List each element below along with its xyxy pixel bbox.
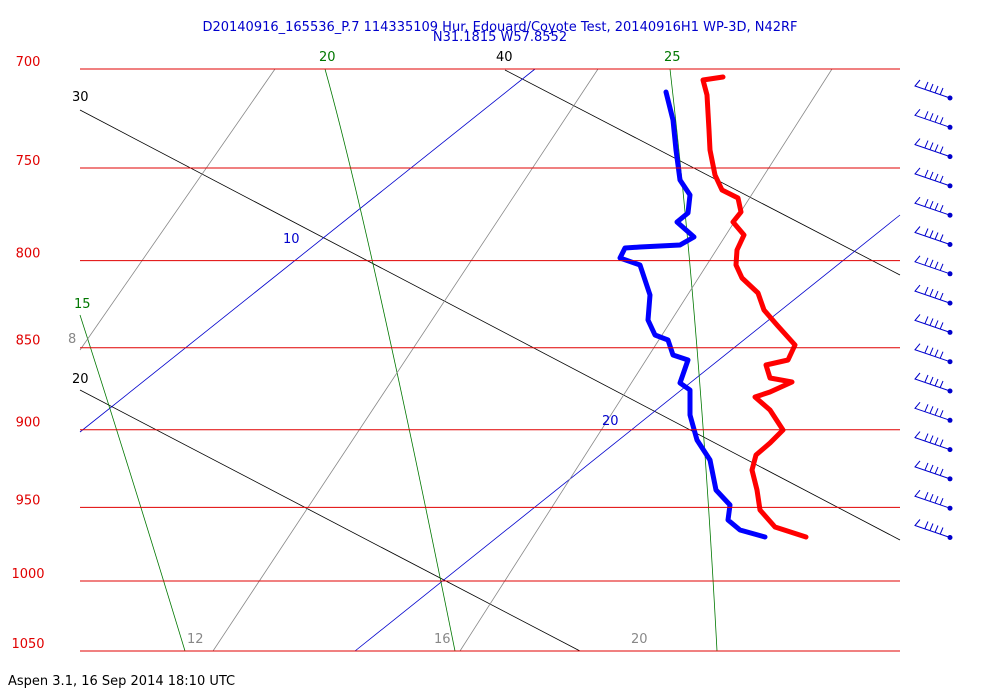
footer: Aspen 3.1, 16 Sep 2014 18:10 UTC [8, 674, 235, 689]
barb-dot [947, 271, 953, 277]
line-labels: 30 40 20 25 10 15 8 20 20 12 16 20 [68, 50, 681, 647]
barb-dot [947, 417, 953, 423]
moist-adiabat [79, 314, 186, 652]
line-label: 30 [72, 90, 89, 105]
barb-dot [947, 359, 953, 365]
wind-barb [914, 196, 951, 216]
wind-barb [914, 489, 951, 509]
pressure-label: 1000 [11, 567, 44, 582]
mixing-ratio [459, 68, 833, 652]
isotherm [79, 68, 536, 433]
wind-barb [914, 226, 951, 245]
wind-barb [914, 108, 951, 128]
barb-dot [947, 300, 953, 306]
barb-dot [947, 242, 953, 247]
wind-barbs [914, 79, 953, 540]
line-label: 16 [434, 632, 451, 647]
line-label: 15 [74, 297, 91, 312]
line-label: 20 [602, 414, 619, 429]
barb-dot [947, 183, 953, 189]
wind-barb [914, 343, 951, 363]
line-label: 20 [319, 50, 336, 65]
line-label: 40 [496, 50, 513, 65]
barb-dot [947, 212, 953, 218]
title: D20140916_165536_P.7 114335109 Hur. Edou… [202, 20, 797, 35]
dry-adiabat [79, 389, 581, 652]
pressure-label: 800 [16, 247, 41, 262]
barb-dot [947, 95, 953, 101]
barb-dot [947, 388, 953, 394]
subtitle: N31.1815 W57.8552 [433, 30, 567, 45]
barb-dot [947, 447, 953, 453]
line-label: 25 [664, 50, 681, 65]
wind-barb [914, 79, 951, 99]
mixing-ratio [212, 68, 599, 652]
wind-barb [914, 401, 951, 421]
barb-dot [947, 476, 953, 482]
wind-barb [914, 372, 951, 392]
line-label: 20 [72, 372, 89, 387]
wind-barb [914, 167, 951, 187]
wind-barb [914, 519, 951, 538]
pressure-label: 1050 [11, 637, 44, 652]
dewpoint-curve [617, 89, 768, 540]
pressure-label: 750 [16, 154, 41, 169]
mixing-ratio [79, 68, 276, 351]
wind-barb [914, 284, 951, 304]
line-label: 8 [68, 332, 76, 347]
wind-barb [914, 431, 951, 451]
line-label: 20 [631, 632, 648, 647]
barb-dot [947, 329, 953, 335]
wind-barb [914, 314, 951, 333]
wind-barb [914, 138, 951, 158]
pressure-label: 900 [16, 416, 41, 431]
wind-barb [914, 460, 951, 480]
barb-dot [947, 505, 953, 511]
pressure-label: 700 [16, 55, 41, 70]
pressure-label: 950 [16, 493, 41, 508]
wind-barb [914, 255, 951, 275]
pressure-label: 850 [16, 334, 41, 349]
dry-adiabat [79, 109, 901, 541]
background-lines [79, 68, 901, 652]
line-label: 10 [283, 232, 300, 247]
moist-adiabat [669, 68, 718, 652]
isotherm [354, 214, 901, 652]
dry-adiabat [504, 69, 901, 276]
barb-dot [947, 154, 953, 160]
line-label: 12 [187, 632, 204, 647]
barb-dot [947, 124, 953, 130]
temperature-curve [700, 74, 809, 540]
moist-adiabat [324, 68, 456, 652]
barb-dot [947, 535, 953, 540]
